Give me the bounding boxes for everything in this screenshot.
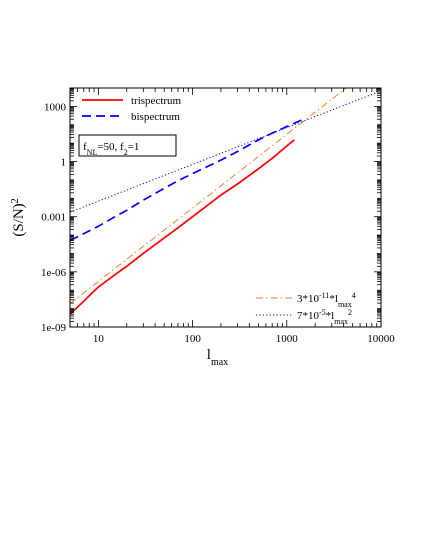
legend-label-fit-0-part: 4	[352, 291, 356, 300]
legend-label-trispectrum: trispectrum	[131, 95, 182, 107]
y-tick-label: 1000	[44, 101, 67, 113]
y-tick-label: 1e-09	[41, 322, 67, 334]
x-tick-label: 10000	[367, 333, 395, 345]
series-group	[70, 88, 381, 315]
legend-label-fit-1: 7*10-5*lmax2	[297, 308, 352, 326]
legend-label-fit-0-part: -11	[319, 291, 329, 300]
annotation-text-part: f	[83, 141, 87, 153]
x-tick-label: 100	[184, 333, 201, 345]
y-axis-title-sup: 2	[10, 198, 21, 203]
annotation-text-part: 2	[124, 148, 128, 157]
annotation-text-part: =1	[128, 141, 140, 153]
legend-label-fit-1-part: -5	[319, 308, 326, 317]
annotation-text-part: NL	[87, 148, 98, 157]
series-line-3	[70, 90, 381, 213]
x-tick-label: 1000	[276, 333, 299, 345]
x-axis: 10 100 1000 10000	[69, 88, 395, 345]
y-tick-label: 0.001	[41, 212, 66, 224]
legend-label-fit-0-part: max	[338, 300, 352, 309]
y-tick-label: 1e-06	[41, 267, 67, 279]
series-line-0	[70, 139, 295, 315]
y-tick-label: 1	[61, 157, 67, 169]
legend-label-fit-1-part: 2	[348, 308, 352, 317]
legend-label-fit-0: 3*10-11*lmax4	[297, 291, 356, 309]
plot-frame	[69, 87, 382, 328]
legend-label-bispectrum: bispectrum	[131, 111, 180, 123]
series-line-2	[70, 88, 348, 304]
legend-label-fit-1-part: max	[334, 317, 348, 326]
x-axis-title-base: l	[207, 347, 211, 363]
y-axis-title-base: (S/N)	[11, 203, 27, 236]
y-axis-title: (S/N)2	[10, 198, 28, 236]
x-tick-label: 10	[93, 333, 105, 345]
y-axis: 1e-09 1e-06 0.001 1 1000	[41, 87, 381, 334]
annotation-box	[78, 134, 177, 157]
legend-label-fit-1-part: 7*10	[297, 310, 320, 322]
annotation-text: fNL=50, f2=1	[83, 141, 139, 157]
x-axis-title: lmax	[207, 347, 228, 368]
legend-label-fit-1-part: *l	[326, 310, 335, 322]
x-axis-title-sub: max	[211, 357, 228, 368]
annotation-text-part: =50, f	[97, 141, 124, 153]
legend-label-fit-0-part: *l	[329, 293, 338, 305]
legend-label-fit-0-part: 3*10	[297, 293, 320, 305]
legend-top: trispectrum bispectrum	[82, 95, 182, 123]
